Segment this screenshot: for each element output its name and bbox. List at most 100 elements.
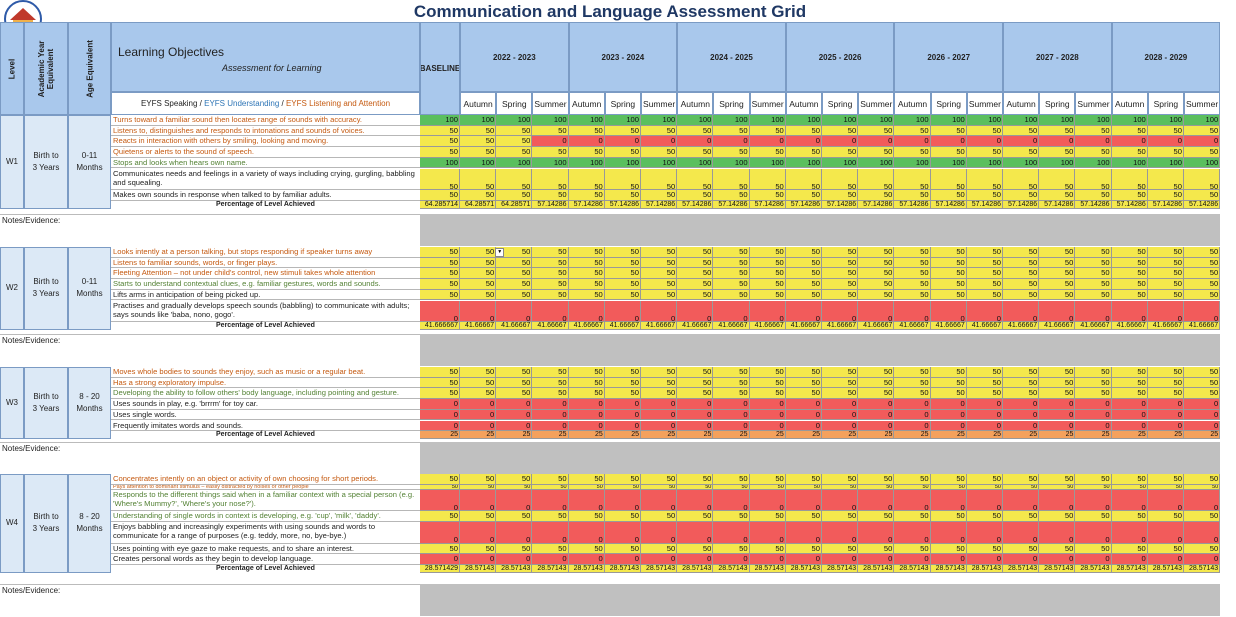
score-cell[interactable]: 0 (1111, 490, 1148, 512)
score-cell[interactable]: 50 (604, 268, 641, 280)
score-cell[interactable]: 50 (1075, 168, 1112, 190)
score-cell[interactable]: 50 (822, 247, 859, 258)
score-cell[interactable]: 50 (1075, 247, 1112, 258)
score-cell[interactable]: 0 (568, 399, 605, 410)
score-cell[interactable]: 100 (822, 115, 859, 126)
score-cell[interactable]: 50 (677, 377, 714, 389)
score-cell[interactable]: 50 (1039, 268, 1076, 280)
score-cell[interactable]: 0 (1039, 399, 1076, 410)
score-cell[interactable]: 50 (966, 388, 1003, 400)
score-cell[interactable]: 0 (822, 399, 859, 410)
score-cell[interactable]: 50 (749, 388, 786, 400)
score-cell[interactable]: 0 (568, 300, 605, 322)
score-cell[interactable]: 50 (822, 484, 859, 491)
score-cell[interactable]: 50 (604, 289, 641, 301)
score-cell[interactable]: 50 (822, 257, 859, 269)
score-cell[interactable]: 0 (496, 522, 533, 544)
score-cell[interactable]: 0 (713, 399, 750, 410)
score-cell[interactable]: 50 (1075, 268, 1112, 280)
score-cell[interactable]: 0 (894, 420, 931, 432)
score-cell[interactable]: 50 (858, 543, 895, 555)
score-cell[interactable]: 0 (568, 522, 605, 544)
objective-text[interactable]: Has a strong exploratory impulse. (111, 378, 420, 389)
score-cell[interactable]: 50 (930, 168, 967, 190)
score-cell[interactable]: 0 (966, 554, 1003, 565)
score-cell[interactable]: 50 (894, 147, 931, 158)
score-cell[interactable]: 0 (1003, 399, 1040, 410)
score-cell[interactable]: 0 (1003, 300, 1040, 322)
score-cell[interactable]: 0 (641, 522, 678, 544)
baseline-score-cell[interactable]: 0 (420, 420, 460, 432)
score-cell[interactable]: 0 (749, 409, 786, 421)
score-cell[interactable]: 0 (1111, 554, 1148, 565)
score-cell[interactable]: 50 (930, 189, 967, 201)
score-cell[interactable]: 50 (604, 367, 641, 378)
score-cell[interactable]: 0 (1039, 136, 1076, 148)
score-cell[interactable]: 0 (930, 522, 967, 544)
score-cell[interactable]: 50 (532, 189, 569, 201)
score-cell[interactable]: 50 (604, 377, 641, 389)
objective-text[interactable]: Uses pointing with eye gaze to make requ… (111, 544, 420, 555)
score-cell[interactable]: 0 (858, 490, 895, 512)
score-cell[interactable]: 50 (460, 279, 497, 290)
score-cell[interactable]: 50 (460, 511, 497, 523)
score-cell[interactable]: 50 (749, 367, 786, 378)
baseline-score-cell[interactable]: 50 (420, 268, 460, 280)
objective-text[interactable]: Pays attention to dominant stimulus – ea… (111, 485, 420, 491)
score-cell[interactable]: 50 (822, 474, 859, 485)
score-cell[interactable]: 50 (858, 388, 895, 400)
objective-text[interactable]: Practises and gradually develops speech … (111, 301, 420, 322)
score-cell[interactable]: 0 (1039, 554, 1076, 565)
score-cell[interactable]: 0 (822, 409, 859, 421)
score-cell[interactable]: 50 (713, 247, 750, 258)
score-cell[interactable]: 50 (641, 474, 678, 485)
score-cell[interactable]: 50 (1184, 125, 1221, 137)
score-cell[interactable]: 0 (785, 490, 822, 512)
score-cell[interactable]: 0 (568, 490, 605, 512)
score-cell[interactable]: 0 (894, 300, 931, 322)
score-cell[interactable]: 0 (496, 554, 533, 565)
score-cell[interactable]: 50 (1003, 257, 1040, 269)
score-cell[interactable]: 50 (1147, 268, 1184, 280)
score-cell[interactable]: 50 (966, 125, 1003, 137)
score-cell[interactable]: 50 (1003, 279, 1040, 290)
score-cell[interactable]: 50 (532, 543, 569, 555)
score-cell[interactable]: 50 (713, 377, 750, 389)
score-cell[interactable]: 50 (641, 484, 678, 491)
score-cell[interactable]: 100 (1075, 115, 1112, 126)
score-cell[interactable]: 50 (1075, 511, 1112, 523)
score-cell[interactable]: 100 (568, 115, 605, 126)
score-cell[interactable]: 50 (532, 257, 569, 269)
score-cell[interactable]: 0 (1003, 522, 1040, 544)
score-cell[interactable]: 100 (822, 157, 859, 169)
score-cell[interactable]: 50 (604, 279, 641, 290)
score-cell[interactable]: 0 (966, 409, 1003, 421)
score-cell[interactable]: 50 (966, 474, 1003, 485)
score-cell[interactable]: 50 (1184, 377, 1221, 389)
score-cell[interactable]: 100 (1111, 115, 1148, 126)
score-cell[interactable]: 0 (641, 136, 678, 148)
score-cell[interactable]: 50 (1111, 511, 1148, 523)
score-cell[interactable]: 50 (966, 268, 1003, 280)
score-cell[interactable]: 50 (1111, 147, 1148, 158)
score-cell[interactable]: 50 (1039, 257, 1076, 269)
score-cell[interactable]: 50 (713, 268, 750, 280)
score-cell[interactable]: 50 (1184, 388, 1221, 400)
score-cell[interactable]: 50 (677, 279, 714, 290)
score-cell[interactable]: 0 (930, 399, 967, 410)
score-cell[interactable]: 50 (460, 136, 497, 148)
score-cell[interactable]: 50 (568, 147, 605, 158)
score-cell[interactable]: 0 (894, 490, 931, 512)
score-cell[interactable]: 0 (604, 300, 641, 322)
score-cell[interactable]: 50 (641, 268, 678, 280)
score-cell[interactable]: 50 (1184, 289, 1221, 301)
score-cell[interactable]: 50 (1147, 257, 1184, 269)
score-cell[interactable]: 0 (677, 399, 714, 410)
score-cell[interactable]: 50 (496, 289, 533, 301)
score-cell[interactable]: 0 (532, 409, 569, 421)
score-cell[interactable]: 50 (785, 367, 822, 378)
score-cell[interactable]: 0 (749, 522, 786, 544)
score-cell[interactable]: 50 (1003, 543, 1040, 555)
score-cell[interactable]: 0 (713, 409, 750, 421)
score-cell[interactable]: 50 (894, 125, 931, 137)
